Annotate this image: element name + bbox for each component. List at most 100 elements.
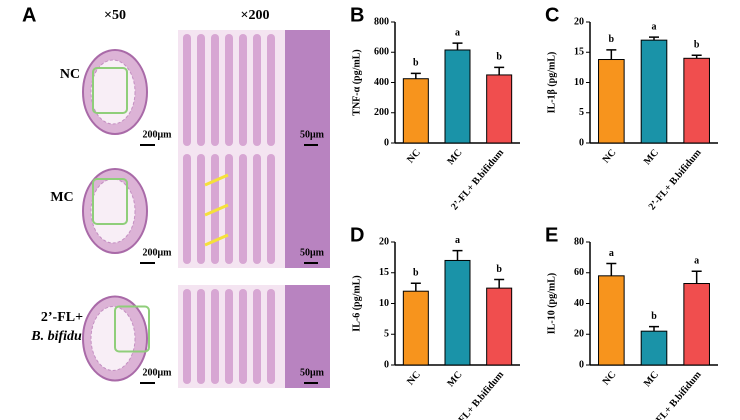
error-bar xyxy=(649,325,659,332)
panel-label: A xyxy=(22,4,36,26)
villus xyxy=(225,289,233,384)
bar xyxy=(683,57,710,144)
significance-letter: b xyxy=(651,311,657,322)
villus xyxy=(239,289,247,384)
significance-letter: b xyxy=(496,52,502,63)
scale-label: 50μm xyxy=(300,129,325,140)
significance-letter: a xyxy=(455,27,460,38)
mucosa xyxy=(285,30,330,150)
error-bar xyxy=(606,262,617,276)
y-axis-label: IL-1β (pg/mL) xyxy=(546,52,557,114)
error-bar xyxy=(494,278,505,289)
y-tick-label: 5 xyxy=(579,107,584,118)
y-tick-label: 0 xyxy=(579,137,584,148)
villus xyxy=(267,289,275,384)
x-tick-label: MC xyxy=(642,147,661,167)
bar xyxy=(598,275,625,366)
y-tick-label: 60 xyxy=(574,267,584,278)
x-tick-label: MC xyxy=(445,147,464,167)
zoom-box xyxy=(92,178,128,225)
villus xyxy=(267,154,275,264)
villus xyxy=(183,34,191,146)
x-tick-label: MC xyxy=(642,369,661,389)
error-bar xyxy=(410,282,421,292)
bar xyxy=(444,49,471,144)
arrow xyxy=(204,203,229,217)
y-tick-label: 20 xyxy=(574,329,584,340)
significance-letter: b xyxy=(694,40,700,51)
panel-a: A ×50 ×200 NC MC 2’-FL+ B. bifidum xyxy=(22,4,269,344)
y-tick-label: 80 xyxy=(574,236,584,247)
y-axis-label: IL-10 (pg/mL) xyxy=(546,273,557,334)
mucosa xyxy=(285,150,330,268)
significance-letter: b xyxy=(413,268,419,279)
y-axis-label: TNF-α (pg/mL) xyxy=(351,49,362,115)
lumen xyxy=(90,178,136,244)
significance-letter: a xyxy=(609,248,614,259)
y-tick-label: 5 xyxy=(384,329,389,340)
bar xyxy=(683,283,710,366)
significance-letter: a xyxy=(455,235,460,246)
villus xyxy=(197,289,205,384)
villus xyxy=(197,154,205,264)
y-tick-label: 0 xyxy=(384,137,389,148)
significance-letter: a xyxy=(694,256,699,267)
error-bar xyxy=(410,72,421,79)
y-tick-label: 20 xyxy=(574,16,584,27)
row-label: 2’-FL+ xyxy=(41,310,83,325)
significance-letter: b xyxy=(496,264,502,275)
error-bar xyxy=(691,270,702,284)
significance-letter: b xyxy=(413,58,419,69)
error-bar xyxy=(691,54,702,59)
panel-label: B xyxy=(350,4,364,26)
x-tick-label: MC xyxy=(445,369,464,389)
y-tick-label: 400 xyxy=(374,77,389,88)
row-label: B. bifidum xyxy=(30,329,93,344)
villus xyxy=(253,289,261,384)
error-bar xyxy=(452,42,463,50)
y-tick-label: 10 xyxy=(379,298,389,309)
arrow xyxy=(204,173,229,187)
bar xyxy=(444,259,471,366)
villus xyxy=(211,289,219,384)
scale-label: 50μm xyxy=(300,247,325,258)
bar xyxy=(486,74,513,144)
y-tick-label: 200 xyxy=(374,107,389,118)
y-axis-label: IL-6 (pg/mL) xyxy=(351,275,362,331)
villus xyxy=(183,154,191,264)
y-tick-label: 10 xyxy=(574,77,584,88)
y-tick-label: 800 xyxy=(374,16,389,27)
scale-label: 50μm xyxy=(300,367,325,378)
arrow xyxy=(204,233,229,247)
panel-label: C xyxy=(545,4,559,26)
zoom-box xyxy=(92,67,128,114)
y-tick-label: 20 xyxy=(379,236,389,247)
lumen xyxy=(90,306,136,371)
col-header: ×200 xyxy=(241,8,270,23)
villus xyxy=(197,34,205,146)
villus xyxy=(225,34,233,146)
lumen xyxy=(90,59,136,125)
significance-letter: b xyxy=(609,34,615,45)
villus xyxy=(211,34,219,146)
scale-label: 200μm xyxy=(143,367,173,378)
villus xyxy=(267,34,275,146)
bar xyxy=(640,330,668,366)
y-tick-label: 600 xyxy=(374,47,389,58)
panel-label: D xyxy=(350,224,364,246)
error-bar xyxy=(494,66,505,75)
villus xyxy=(239,34,247,146)
y-tick-label: 0 xyxy=(579,359,584,370)
x-tick-label: NC xyxy=(601,369,619,387)
villus xyxy=(225,154,233,264)
x-tick-label: NC xyxy=(405,147,423,165)
significance-letter: a xyxy=(652,21,657,32)
panel-label: E xyxy=(545,224,558,246)
error-bar xyxy=(606,49,617,60)
y-tick-label: 15 xyxy=(574,47,584,58)
y-tick-label: 15 xyxy=(379,267,389,278)
y-tick-label: 0 xyxy=(384,359,389,370)
x-tick-label: NC xyxy=(601,147,619,165)
mucosa xyxy=(285,285,330,388)
